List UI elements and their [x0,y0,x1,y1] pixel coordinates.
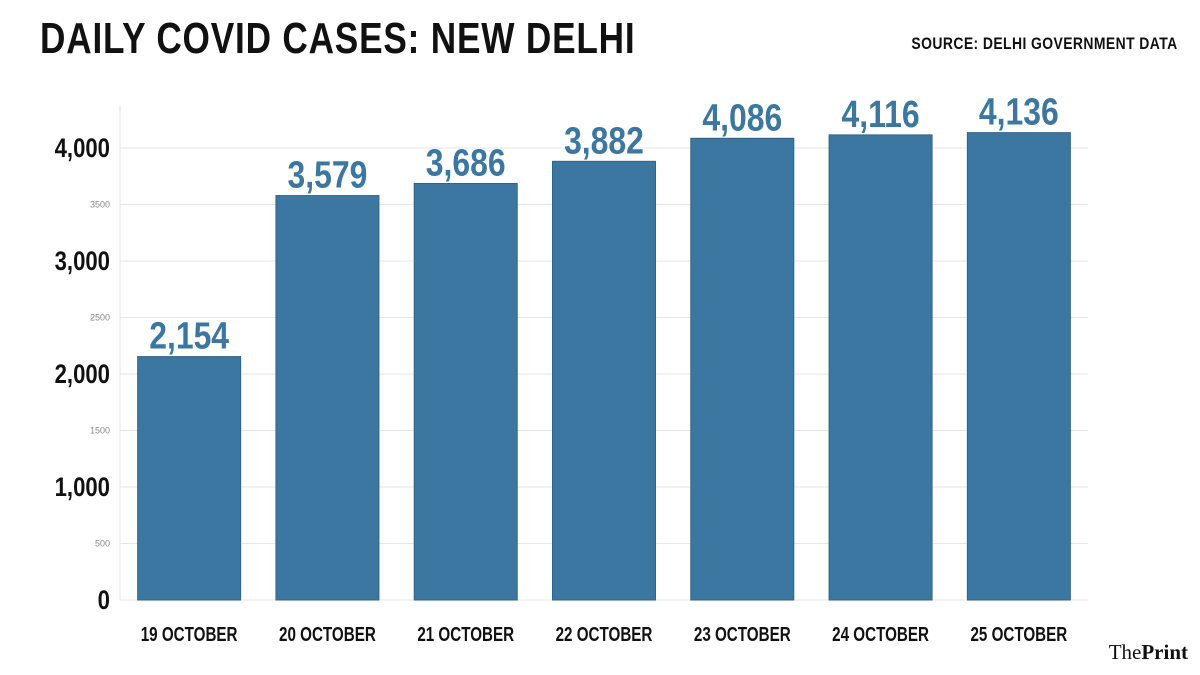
value-label: 4,116 [842,93,920,135]
y-tick-minor-label: 2500 [90,313,110,323]
logo-prefix: The [1108,640,1142,664]
bars [137,132,1071,601]
y-tick-label: 2,000 [55,360,110,390]
x-axis: 19 OCTOBER 20 OCTOBER 21 OCTOBER 22 OCTOBER… [141,623,1068,646]
y-tick-label: 3,000 [55,247,110,277]
value-labels: 2,154 3,579 3,686 3,882 4,086 4,116 4,136 [149,91,1059,357]
value-label: 3,686 [426,142,506,184]
bar [137,356,242,601]
x-tick-label: 20 OCTOBER [279,623,376,646]
bar [966,132,1071,601]
bar [690,137,795,601]
y-tick-label: 0 [98,586,110,616]
chart-title: DAILY COVID CASES: NEW DELHI [40,14,636,63]
y-tick-minor-label: 500 [95,539,110,549]
source-note: SOURCE: DELHI GOVERNMENT DATA [911,34,1178,53]
x-tick-label: 25 OCTOBER [970,623,1067,646]
bar [552,160,656,601]
bar [275,195,380,601]
y-tick-minor-label: 1500 [90,426,110,436]
bar [828,134,933,601]
y-tick-label: 1,000 [55,473,110,503]
x-tick-label: 19 OCTOBER [141,623,238,646]
x-tick-label: 24 OCTOBER [832,623,929,646]
x-tick-label: 22 OCTOBER [556,623,653,646]
y-tick-minor-label: 3500 [90,200,110,210]
x-tick-label: 21 OCTOBER [417,623,514,646]
theprint-logo: ThePrint [1109,640,1188,665]
value-label: 3,882 [564,120,644,162]
bar [413,182,518,601]
logo-name: Print [1141,640,1188,664]
x-tick-label: 23 OCTOBER [694,623,791,646]
y-tick-label: 4,000 [55,134,110,164]
value-label: 4,136 [979,91,1059,133]
y-axis: 500 1500 2500 3500 0 1,000 2,000 3,000 4,000 [55,134,110,616]
value-label: 4,086 [702,97,782,139]
value-label: 2,154 [149,315,229,357]
value-label: 3,579 [288,154,368,196]
